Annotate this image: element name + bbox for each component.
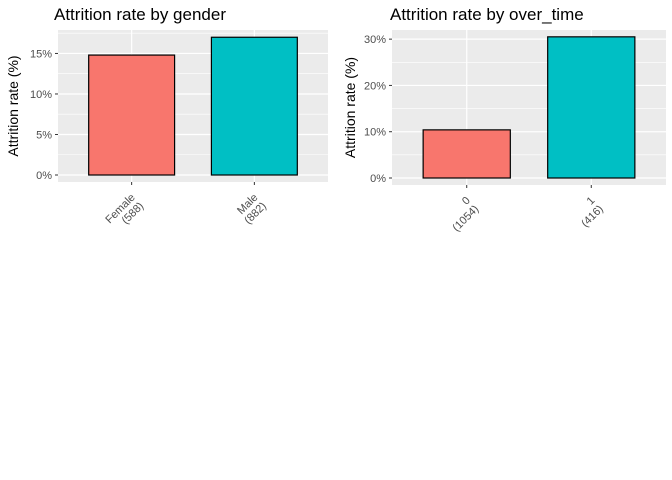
chart-title: Attrition rate by gender: [54, 5, 226, 24]
y-tick-label: 0%: [36, 170, 52, 182]
y-tick-label: 5%: [36, 129, 52, 141]
x-tick-label: Female(588): [103, 192, 146, 235]
y-tick-label: 10%: [364, 127, 386, 139]
x-tick-label-count: (416): [579, 203, 606, 230]
y-tick-label: 0%: [370, 173, 386, 185]
x-tick-label: 0(1054): [442, 195, 481, 234]
chart-panel-2: 0% 10% 20% 30% 0(1054) 1(416) Attrition rate b…: [342, 5, 666, 234]
y-axis-label: Attrition rate (%): [5, 55, 21, 156]
y-tick-label: 10%: [30, 89, 52, 101]
y-tick-label: 15%: [30, 48, 52, 60]
bar-0: [422, 129, 511, 179]
y-tick-label: 20%: [364, 80, 386, 92]
bar-1: [547, 36, 636, 179]
y-axis-label: Attrition rate (%): [342, 57, 358, 158]
y-tick-label: 30%: [364, 34, 386, 46]
chart-title: Attrition rate by over_time: [390, 5, 584, 24]
x-tick-label: Male(882): [234, 192, 269, 227]
x-tick-label: 1(416): [571, 195, 606, 230]
bar-male: [210, 36, 298, 176]
chart-panel-1: 0% 5% 10% 15% Female(588) Male(882) Attrition …: [5, 5, 328, 235]
bar-female: [88, 54, 176, 176]
x-tick-label-count: (1054): [450, 203, 481, 234]
